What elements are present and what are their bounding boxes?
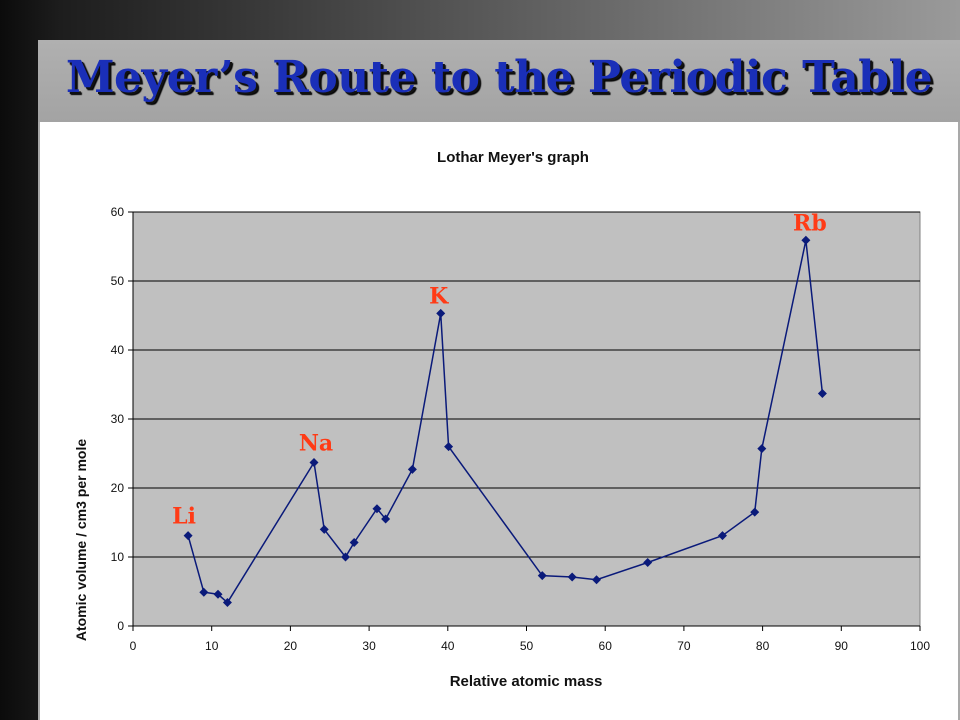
title-bar — [38, 40, 960, 122]
y-tick-label: 60 — [111, 205, 125, 219]
element-label-li: Li — [172, 504, 196, 530]
data-point — [183, 531, 193, 541]
element-label-k: K — [429, 283, 449, 309]
y-tick-label: 30 — [111, 412, 125, 426]
y-tick-label: 40 — [111, 343, 125, 357]
data-point — [750, 507, 760, 517]
data-point — [319, 524, 329, 534]
line-chart: Lothar Meyer's graph 0 10 20 30 40 50 60 0 10 20… — [73, 149, 930, 690]
x-tick-label: 90 — [835, 639, 849, 653]
element-label-rb: Rb — [793, 210, 827, 236]
x-tick-label: 70 — [677, 639, 691, 653]
x-tick-label: 20 — [284, 639, 298, 653]
x-tick-label: 40 — [441, 639, 455, 653]
grid-lines — [133, 211, 920, 558]
x-axis-label: Relative atomic mass — [450, 673, 603, 690]
x-axis-ticks: 0 10 20 30 40 50 60 70 80 90 100 — [130, 625, 930, 653]
series-line — [187, 240, 824, 604]
y-tick-label: 10 — [111, 550, 125, 564]
data-point — [407, 464, 417, 474]
x-tick-label: 80 — [756, 639, 770, 653]
data-point — [537, 571, 547, 581]
data-point — [340, 552, 350, 562]
x-tick-label: 60 — [599, 639, 613, 653]
x-tick-label: 100 — [910, 639, 930, 653]
data-markers — [183, 235, 827, 608]
data-point — [349, 538, 359, 548]
slide-title: Meyer’s Route to the Periodic Table — [65, 52, 933, 103]
data-point — [717, 531, 727, 541]
data-point — [309, 457, 319, 467]
data-point — [222, 598, 232, 608]
x-tick-label: 10 — [205, 639, 219, 653]
data-point — [372, 504, 382, 514]
element-label-na: Na — [299, 430, 333, 456]
y-axis-ticks: 0 10 20 30 40 50 60 — [111, 205, 134, 633]
y-tick-label: 20 — [111, 481, 125, 495]
data-point — [801, 235, 811, 245]
x-tick-label: 50 — [520, 639, 534, 653]
data-point — [757, 444, 767, 454]
data-point — [444, 442, 454, 452]
y-tick-label: 50 — [111, 274, 125, 288]
y-tick-label: 0 — [117, 619, 124, 633]
data-point — [381, 514, 391, 524]
y-axis-label: Atomic volume / cm3 per mole — [73, 439, 89, 641]
data-point — [199, 587, 209, 597]
element-annotations: Li Na K Rb — [172, 210, 827, 529]
data-point — [567, 572, 577, 582]
data-point — [643, 558, 653, 568]
x-tick-label: 30 — [362, 639, 376, 653]
chart-title: Lothar Meyer's graph — [437, 149, 589, 166]
data-point — [436, 308, 446, 318]
data-point — [817, 388, 827, 398]
data-point — [213, 589, 223, 599]
data-point — [592, 575, 602, 585]
x-tick-label: 0 — [130, 639, 137, 653]
